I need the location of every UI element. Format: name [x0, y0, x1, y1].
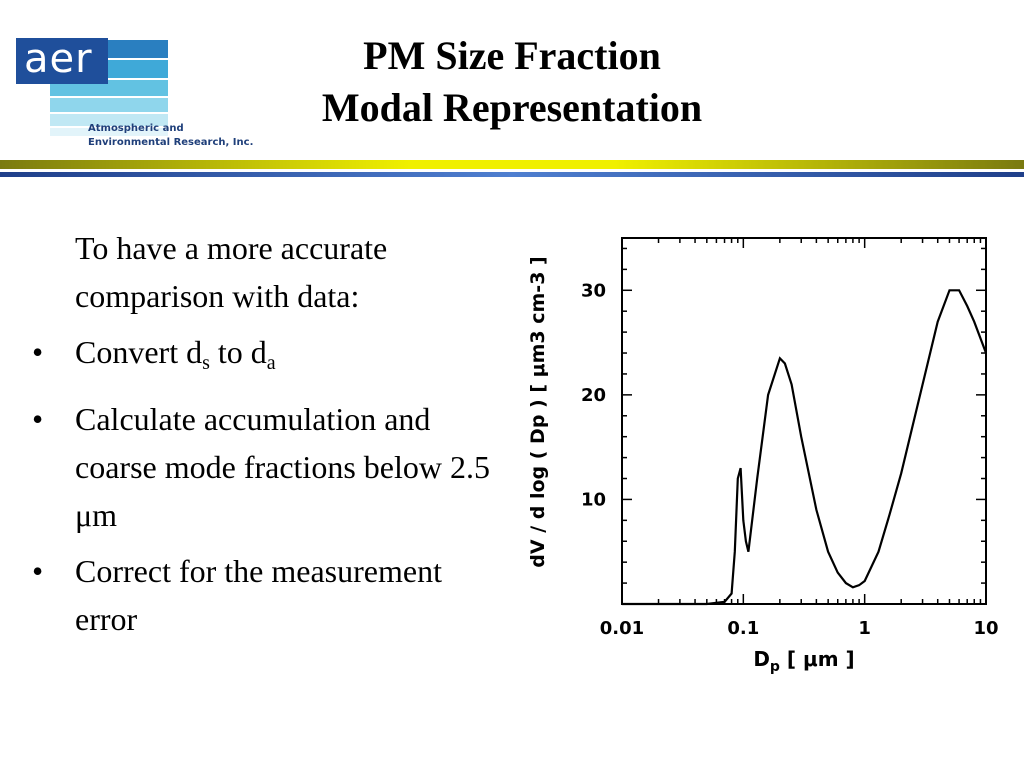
- intro-text: To have a more accurate comparison with …: [75, 230, 388, 314]
- y-axis-label: dV / d log ( Dp ) [ μm3 cm-3 ]: [527, 256, 549, 567]
- x-tick-label: 1: [858, 618, 871, 639]
- x-axis-label-main: D: [753, 647, 770, 671]
- size-distribution-chart: 0.01 0.1 1 10 10 20 30 dV / d log ( Dp ) [ μm3…: [527, 237, 999, 675]
- logo-tagline-line2: Environmental Research, Inc.: [88, 137, 254, 148]
- series-line: [622, 289, 988, 606]
- bullet-item-calculate: • Calculate accumulation and coarse mode…: [30, 395, 490, 539]
- subscript-a: a: [266, 352, 276, 374]
- divider-yellow: [0, 160, 1024, 169]
- logo-box: aer: [16, 36, 108, 84]
- y-tick-label: 20: [581, 385, 606, 406]
- slide-title: PM Size Fraction Modal Representation: [260, 30, 764, 134]
- bullet-list: • Convert ds to da • Calculate accumulat…: [30, 328, 490, 643]
- slide-title-line2: Modal Representation: [321, 85, 703, 130]
- bullet-icon: •: [32, 401, 44, 437]
- y-tick-label: 10: [581, 489, 606, 510]
- bullet-icon: •: [32, 553, 44, 589]
- x-tick-label: 0.01: [600, 618, 644, 639]
- plot-frame: [621, 237, 987, 605]
- divider-blue: [0, 172, 1024, 177]
- y-tick-label: 30: [581, 280, 606, 301]
- bullet-text-convert-mid: to d: [209, 334, 267, 370]
- tick-labels: 0.01 0.1 1 10 10 20 30: [581, 280, 999, 639]
- x-axis-label-unit: [ μm ]: [780, 647, 855, 671]
- x-tick-label: 0.1: [727, 618, 759, 639]
- bullet-item-correct: • Correct for the measurement error: [30, 547, 490, 643]
- axis-ticks: [621, 238, 987, 605]
- bullet-text-correct: Correct for the measurement error: [75, 553, 442, 637]
- bullet-icon: •: [32, 334, 44, 370]
- logo-tagline-line1: Atmospheric and: [88, 123, 184, 134]
- logo-mark: aer: [24, 36, 93, 82]
- x-axis-label-sub: p: [770, 659, 780, 675]
- slide-title-line1: PM Size Fraction: [363, 33, 661, 78]
- subscript-s: s: [202, 352, 210, 374]
- x-axis-label: Dp [ μm ]: [753, 647, 854, 675]
- logo-tagline: Atmospheric and Environmental Research, …: [88, 122, 253, 150]
- x-tick-label: 10: [973, 618, 998, 639]
- bullet-text-calculate: Calculate accumulation and coarse mode f…: [75, 401, 490, 533]
- bullet-item-convert: • Convert ds to da: [30, 328, 490, 387]
- company-logo: aer Atmospheric and Environmental Resear…: [16, 36, 256, 156]
- slide-body: To have a more accurate comparison with …: [30, 224, 490, 643]
- bullet-text-convert: Convert d: [75, 334, 203, 370]
